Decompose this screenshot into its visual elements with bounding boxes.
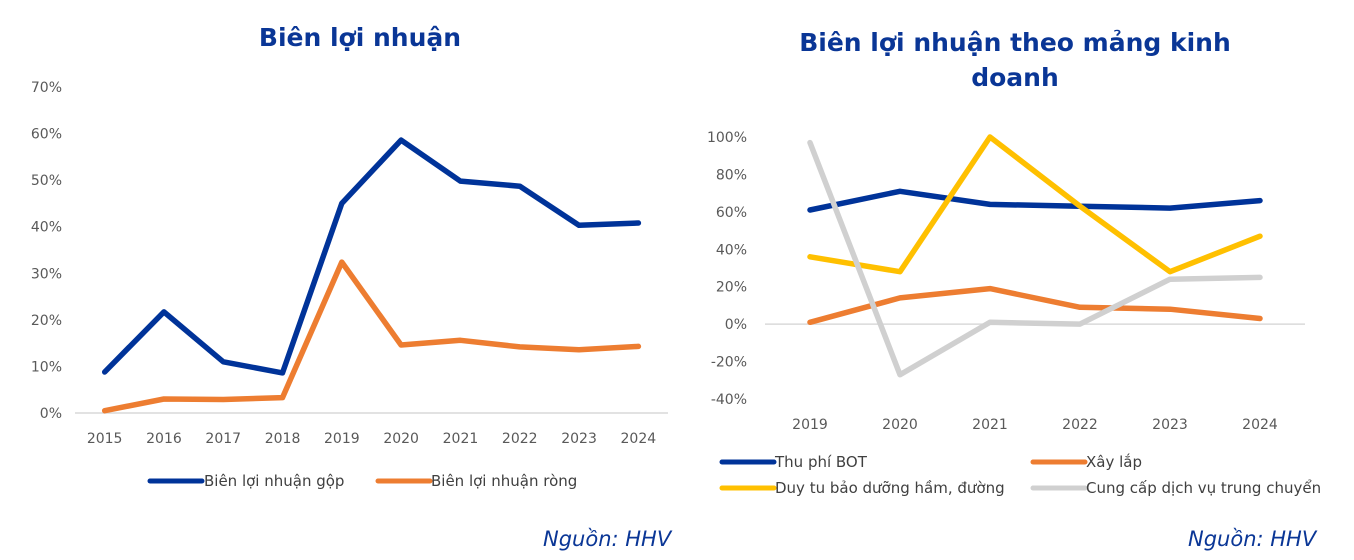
chart2-ytick-label: -40% xyxy=(711,392,747,408)
chart1-source: Nguồn: HHV xyxy=(543,527,672,551)
chart2-xtick-label: 2020 xyxy=(882,417,918,433)
chart1-ytick-label: 0% xyxy=(40,406,62,422)
chart1-xtick-label: 2018 xyxy=(265,431,301,447)
chart2-ytick-label: 60% xyxy=(716,205,747,221)
chart1-xtick-label: 2022 xyxy=(502,431,538,447)
chart2-series-line-3 xyxy=(807,134,1263,275)
chart1-title: Biên lợi nhuận xyxy=(258,23,462,52)
chart1-ytick-label: 70% xyxy=(31,80,62,96)
chart1-xtick-label: 2020 xyxy=(383,431,419,447)
chart2-xtick-label: 2019 xyxy=(792,417,828,433)
chart1-xtick-label: 2021 xyxy=(443,431,479,447)
chart2-ytick-label: 80% xyxy=(716,167,747,183)
chart1-xtick-label: 2023 xyxy=(561,431,597,447)
chart2-ytick-label: -20% xyxy=(711,355,747,371)
chart2-series-line-1 xyxy=(807,188,1263,213)
chart2-legend-label: Cung cấp dịch vụ trung chuyển xyxy=(1086,479,1321,497)
chart2-legend-label: Thu phí BOT xyxy=(774,453,868,471)
chart2-ytick-label: 40% xyxy=(716,242,747,258)
chart2-title: Biên lợi nhuận theo mảng kinh doanh xyxy=(799,28,1231,92)
chart2-legend-label: Duy tu bảo dưỡng hầm, đường xyxy=(775,479,1005,497)
chart2-xtick-label: 2024 xyxy=(1242,417,1278,433)
chart2-source: Nguồn: HHV xyxy=(1188,527,1317,551)
chart1-legend-label: Biên lợi nhuận ròng xyxy=(431,472,577,490)
chart1-xtick-label: 2017 xyxy=(205,431,241,447)
chart2-ytick-label: 0% xyxy=(725,317,747,333)
chart1-ytick-label: 30% xyxy=(31,266,62,282)
chart1-series-line-2 xyxy=(101,259,642,414)
chart1-series-line-1 xyxy=(101,137,642,376)
chart1-xtick-label: 2024 xyxy=(621,431,657,447)
chart2-xtick-label: 2021 xyxy=(972,417,1008,433)
chart1-xtick-label: 2019 xyxy=(324,431,360,447)
chart2-series-line-4 xyxy=(807,139,1263,378)
chart1-xtick-label: 2016 xyxy=(146,431,182,447)
chart2-xtick-label: 2023 xyxy=(1152,417,1188,433)
chart2-series-line-2 xyxy=(807,285,1263,326)
chart2-legend-label: Xây lắp xyxy=(1086,453,1142,471)
chart1-xtick-label: 2015 xyxy=(87,431,123,447)
chart1-ytick-label: 10% xyxy=(31,359,62,375)
chart1-ytick-label: 50% xyxy=(31,173,62,189)
chart2-ytick-label: 100% xyxy=(707,130,747,146)
chart1-ytick-label: 40% xyxy=(31,220,62,236)
chart1-ytick-label: 60% xyxy=(31,127,62,143)
chart2-xtick-label: 2022 xyxy=(1062,417,1098,433)
chart2-ytick-label: 20% xyxy=(716,280,747,296)
chart1-legend-label: Biên lợi nhuận gộp xyxy=(204,472,344,490)
chart1-ytick-label: 20% xyxy=(31,313,62,329)
